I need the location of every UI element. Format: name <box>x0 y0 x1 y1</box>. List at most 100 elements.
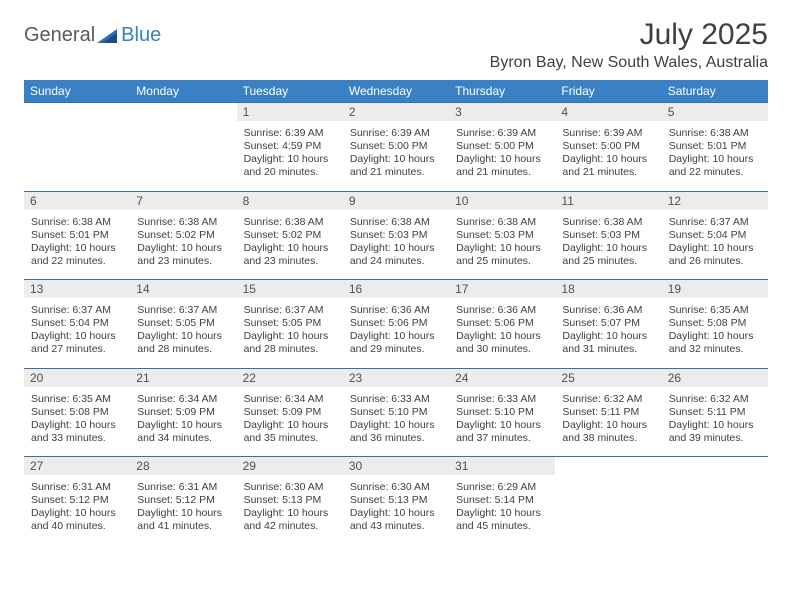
day-line: Sunrise: 6:39 AM <box>562 127 654 140</box>
day-cell: Sunrise: 6:38 AMSunset: 5:01 PMDaylight:… <box>662 121 768 191</box>
day-line: Sunrise: 6:39 AM <box>244 127 336 140</box>
day-line: Sunset: 5:05 PM <box>137 317 229 330</box>
day-number: 18 <box>555 280 661 299</box>
day-line: Sunset: 5:10 PM <box>350 406 442 419</box>
day-line: Daylight: 10 hours and 42 minutes. <box>244 507 336 533</box>
day-cell-text: Sunrise: 6:35 AMSunset: 5:08 PMDaylight:… <box>666 301 764 362</box>
day-line: Sunrise: 6:38 AM <box>137 216 229 229</box>
day-cell-text: Sunrise: 6:38 AMSunset: 5:02 PMDaylight:… <box>134 213 232 274</box>
day-cell-text: Sunrise: 6:38 AMSunset: 5:03 PMDaylight:… <box>453 213 551 274</box>
day-cell <box>130 121 236 191</box>
day-number <box>130 103 236 122</box>
day-line: Daylight: 10 hours and 37 minutes. <box>456 419 548 445</box>
day-line: Daylight: 10 hours and 33 minutes. <box>31 419 123 445</box>
day-number: 14 <box>130 280 236 299</box>
day-number: 29 <box>237 457 343 476</box>
day-cell-text: Sunrise: 6:38 AMSunset: 5:01 PMDaylight:… <box>666 124 764 185</box>
week-row: Sunrise: 6:38 AMSunset: 5:01 PMDaylight:… <box>24 210 768 280</box>
day-number: 23 <box>343 368 449 387</box>
day-line: Daylight: 10 hours and 31 minutes. <box>562 330 654 356</box>
day-line: Sunrise: 6:34 AM <box>244 393 336 406</box>
dow-header: Sunday <box>24 80 130 103</box>
day-line: Daylight: 10 hours and 25 minutes. <box>562 242 654 268</box>
day-cell: Sunrise: 6:31 AMSunset: 5:12 PMDaylight:… <box>24 475 130 545</box>
day-number: 5 <box>662 103 768 122</box>
day-line: Sunrise: 6:31 AM <box>31 481 123 494</box>
day-line: Daylight: 10 hours and 29 minutes. <box>350 330 442 356</box>
day-line: Daylight: 10 hours and 28 minutes. <box>137 330 229 356</box>
day-line: Daylight: 10 hours and 45 minutes. <box>456 507 548 533</box>
daynum-row: 2728293031 <box>24 457 768 476</box>
day-line: Daylight: 10 hours and 25 minutes. <box>456 242 548 268</box>
day-line: Daylight: 10 hours and 22 minutes. <box>31 242 123 268</box>
day-cell-text <box>28 124 126 132</box>
week-row: Sunrise: 6:37 AMSunset: 5:04 PMDaylight:… <box>24 298 768 368</box>
day-line: Daylight: 10 hours and 40 minutes. <box>31 507 123 533</box>
day-line: Sunset: 5:04 PM <box>31 317 123 330</box>
day-cell: Sunrise: 6:36 AMSunset: 5:06 PMDaylight:… <box>343 298 449 368</box>
day-line: Sunset: 5:12 PM <box>137 494 229 507</box>
day-line: Sunrise: 6:37 AM <box>31 304 123 317</box>
day-cell: Sunrise: 6:32 AMSunset: 5:11 PMDaylight:… <box>662 387 768 457</box>
day-cell: Sunrise: 6:35 AMSunset: 5:08 PMDaylight:… <box>662 298 768 368</box>
daynum-row: 6789101112 <box>24 191 768 210</box>
day-line: Sunset: 5:12 PM <box>31 494 123 507</box>
day-line: Sunset: 5:10 PM <box>456 406 548 419</box>
day-cell-text: Sunrise: 6:32 AMSunset: 5:11 PMDaylight:… <box>666 390 764 451</box>
day-line: Daylight: 10 hours and 43 minutes. <box>350 507 442 533</box>
week-row: Sunrise: 6:39 AMSunset: 4:59 PMDaylight:… <box>24 121 768 191</box>
day-cell-text: Sunrise: 6:31 AMSunset: 5:12 PMDaylight:… <box>28 478 126 539</box>
day-line: Sunset: 5:03 PM <box>562 229 654 242</box>
day-line: Sunrise: 6:36 AM <box>562 304 654 317</box>
day-cell: Sunrise: 6:29 AMSunset: 5:14 PMDaylight:… <box>449 475 555 545</box>
day-cell-text: Sunrise: 6:33 AMSunset: 5:10 PMDaylight:… <box>453 390 551 451</box>
logo-triangle-icon <box>97 27 119 45</box>
daynum-row: 13141516171819 <box>24 280 768 299</box>
day-line: Sunset: 5:02 PM <box>137 229 229 242</box>
day-cell: Sunrise: 6:38 AMSunset: 5:03 PMDaylight:… <box>449 210 555 280</box>
day-number <box>24 103 130 122</box>
day-number: 20 <box>24 368 130 387</box>
day-line: Daylight: 10 hours and 21 minutes. <box>456 153 548 179</box>
day-cell: Sunrise: 6:37 AMSunset: 5:04 PMDaylight:… <box>662 210 768 280</box>
day-line: Sunset: 4:59 PM <box>244 140 336 153</box>
day-line: Daylight: 10 hours and 24 minutes. <box>350 242 442 268</box>
day-line: Daylight: 10 hours and 21 minutes. <box>350 153 442 179</box>
day-cell: Sunrise: 6:35 AMSunset: 5:08 PMDaylight:… <box>24 387 130 457</box>
day-number: 2 <box>343 103 449 122</box>
day-number: 17 <box>449 280 555 299</box>
day-line: Sunrise: 6:34 AM <box>137 393 229 406</box>
day-line: Sunset: 5:06 PM <box>350 317 442 330</box>
day-cell <box>555 475 661 545</box>
day-cell: Sunrise: 6:30 AMSunset: 5:13 PMDaylight:… <box>343 475 449 545</box>
day-cell-text: Sunrise: 6:38 AMSunset: 5:03 PMDaylight:… <box>347 213 445 274</box>
day-cell: Sunrise: 6:39 AMSunset: 4:59 PMDaylight:… <box>237 121 343 191</box>
day-cell-text: Sunrise: 6:29 AMSunset: 5:14 PMDaylight:… <box>453 478 551 539</box>
day-number: 16 <box>343 280 449 299</box>
day-cell: Sunrise: 6:37 AMSunset: 5:04 PMDaylight:… <box>24 298 130 368</box>
dow-header: Wednesday <box>343 80 449 103</box>
logo-text-general: General <box>24 24 95 47</box>
day-cell-text: Sunrise: 6:39 AMSunset: 4:59 PMDaylight:… <box>241 124 339 185</box>
day-line: Sunset: 5:03 PM <box>456 229 548 242</box>
day-cell-text: Sunrise: 6:39 AMSunset: 5:00 PMDaylight:… <box>347 124 445 185</box>
day-number: 6 <box>24 191 130 210</box>
day-line: Sunset: 5:00 PM <box>350 140 442 153</box>
day-line: Sunrise: 6:33 AM <box>350 393 442 406</box>
day-number: 31 <box>449 457 555 476</box>
day-line: Sunrise: 6:38 AM <box>350 216 442 229</box>
week-row: Sunrise: 6:31 AMSunset: 5:12 PMDaylight:… <box>24 475 768 545</box>
day-cell: Sunrise: 6:39 AMSunset: 5:00 PMDaylight:… <box>449 121 555 191</box>
dow-header: Tuesday <box>237 80 343 103</box>
dow-header: Thursday <box>449 80 555 103</box>
day-number: 19 <box>662 280 768 299</box>
day-cell: Sunrise: 6:32 AMSunset: 5:11 PMDaylight:… <box>555 387 661 457</box>
day-line: Sunset: 5:03 PM <box>350 229 442 242</box>
day-cell-text: Sunrise: 6:35 AMSunset: 5:08 PMDaylight:… <box>28 390 126 451</box>
day-number: 15 <box>237 280 343 299</box>
day-line: Sunrise: 6:35 AM <box>669 304 761 317</box>
day-line: Sunrise: 6:37 AM <box>244 304 336 317</box>
day-line: Daylight: 10 hours and 23 minutes. <box>137 242 229 268</box>
day-line: Sunrise: 6:32 AM <box>669 393 761 406</box>
day-line: Daylight: 10 hours and 38 minutes. <box>562 419 654 445</box>
